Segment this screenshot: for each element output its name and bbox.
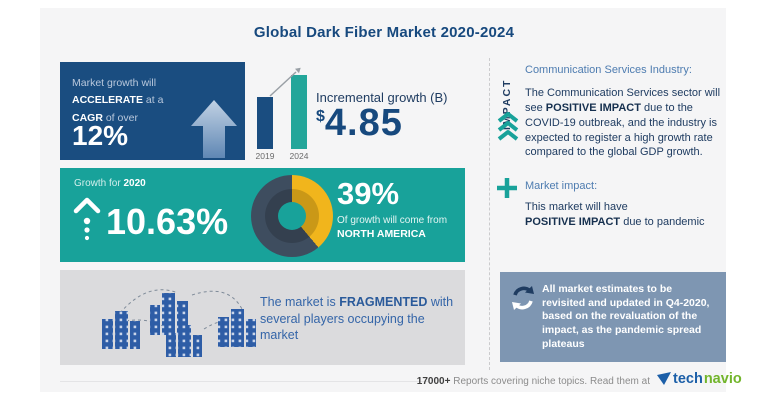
buildings-network-icon xyxy=(102,289,256,357)
cagr-line1: Market growth will xyxy=(72,77,157,89)
fragmented-pre: The market is xyxy=(260,295,340,309)
fragmented-bold: FRAGMENTED xyxy=(339,295,428,309)
triple-chevron-up-icon xyxy=(497,112,519,141)
industry-body: The Communication Services sector will s… xyxy=(525,86,730,160)
footer-text: Reports covering niche topics. Read them… xyxy=(450,376,650,387)
growth-2020-box: Growth for 2020 10.63% 39% Of growth wil… xyxy=(60,168,465,262)
bar-label-2019: 2019 xyxy=(255,151,275,161)
growth-year: 2020 xyxy=(123,178,146,189)
incremental-amount: 4.85 xyxy=(324,102,403,144)
market-impact-line1: This market will have xyxy=(525,201,628,213)
growth-for-label: Growth for 2020 xyxy=(74,178,146,189)
footer-divider xyxy=(60,381,428,382)
cagr-box: Market growth will ACCELERATE at a CAGR … xyxy=(60,62,245,160)
footer-stats: 17000+ Reports covering niche topics. Re… xyxy=(390,376,650,387)
revision-note-box: All market estimates to be revisited and… xyxy=(500,272,726,362)
cagr-line2-post: of over xyxy=(102,111,138,124)
market-impact-bold: POSITIVE IMPACT xyxy=(525,215,621,228)
market-impact-post: due to pandemic xyxy=(620,215,705,228)
region-share-region: NORTH AMERICA xyxy=(337,227,426,240)
market-impact-heading: Market impact: xyxy=(525,180,598,192)
growth-for-text: Growth for xyxy=(74,178,124,189)
up-arrow-icon xyxy=(191,100,237,158)
technavio-logo-icon xyxy=(657,371,671,385)
region-share-value: 39% xyxy=(337,176,400,211)
incremental-growth-label: Incremental growth (B) xyxy=(316,90,448,105)
fragmented-post: with several players occupying the marke… xyxy=(260,295,454,342)
currency-symbol: $ xyxy=(316,108,325,125)
donut-hole xyxy=(278,202,306,230)
dotted-up-arrow-icon xyxy=(73,197,101,241)
cagr-value: 12% xyxy=(72,120,129,151)
region-share-caption: Of growth will come from xyxy=(337,214,448,226)
region-share-donut-chart xyxy=(251,175,333,257)
cagr-text: Market growth will ACCELERATE at a CAGR … xyxy=(72,75,197,127)
region-share-block: 39% Of growth will come from NORTH AMERI… xyxy=(337,176,448,240)
cagr-accelerate: ACCELERATE xyxy=(72,94,143,107)
incremental-growth-value: $ 4.85 xyxy=(316,104,403,142)
panel-divider xyxy=(489,58,490,370)
bar-2024 xyxy=(291,75,307,149)
fragmented-text: The market is FRAGMENTED with several pl… xyxy=(260,294,460,344)
growth-trend-arrow-icon xyxy=(269,67,301,97)
industry-body-bold: POSITIVE IMPACT xyxy=(545,101,641,114)
logo-tech-text: tech xyxy=(673,371,703,387)
industry-body-pre: The Communication Services sector will s… xyxy=(525,87,721,114)
bar-2019 xyxy=(257,97,273,149)
reports-count: 17000+ xyxy=(416,376,451,387)
revision-note-text: All market estimates to be revisited and… xyxy=(542,283,710,350)
cagr-label: CAGR xyxy=(72,111,103,124)
page-title: Global Dark Fiber Market 2020-2024 xyxy=(253,24,515,41)
fragmented-market-box: The market is FRAGMENTED with several pl… xyxy=(60,270,465,365)
plus-icon xyxy=(497,178,517,198)
bar-label-2024: 2024 xyxy=(289,151,309,161)
growth-2020-value: 10.63% xyxy=(106,201,229,242)
cagr-line2: at a xyxy=(145,94,164,107)
technavio-logo: tech navio xyxy=(657,371,742,387)
market-impact-body: This market will have POSITIVE IMPACT du… xyxy=(525,200,730,230)
industry-heading: Communication Services Industry: xyxy=(525,64,692,76)
refresh-icon xyxy=(512,286,534,310)
logo-navio-text: navio xyxy=(703,371,742,387)
industry-body-post: due to the COVID-19 outbreak, and the in… xyxy=(525,101,717,159)
